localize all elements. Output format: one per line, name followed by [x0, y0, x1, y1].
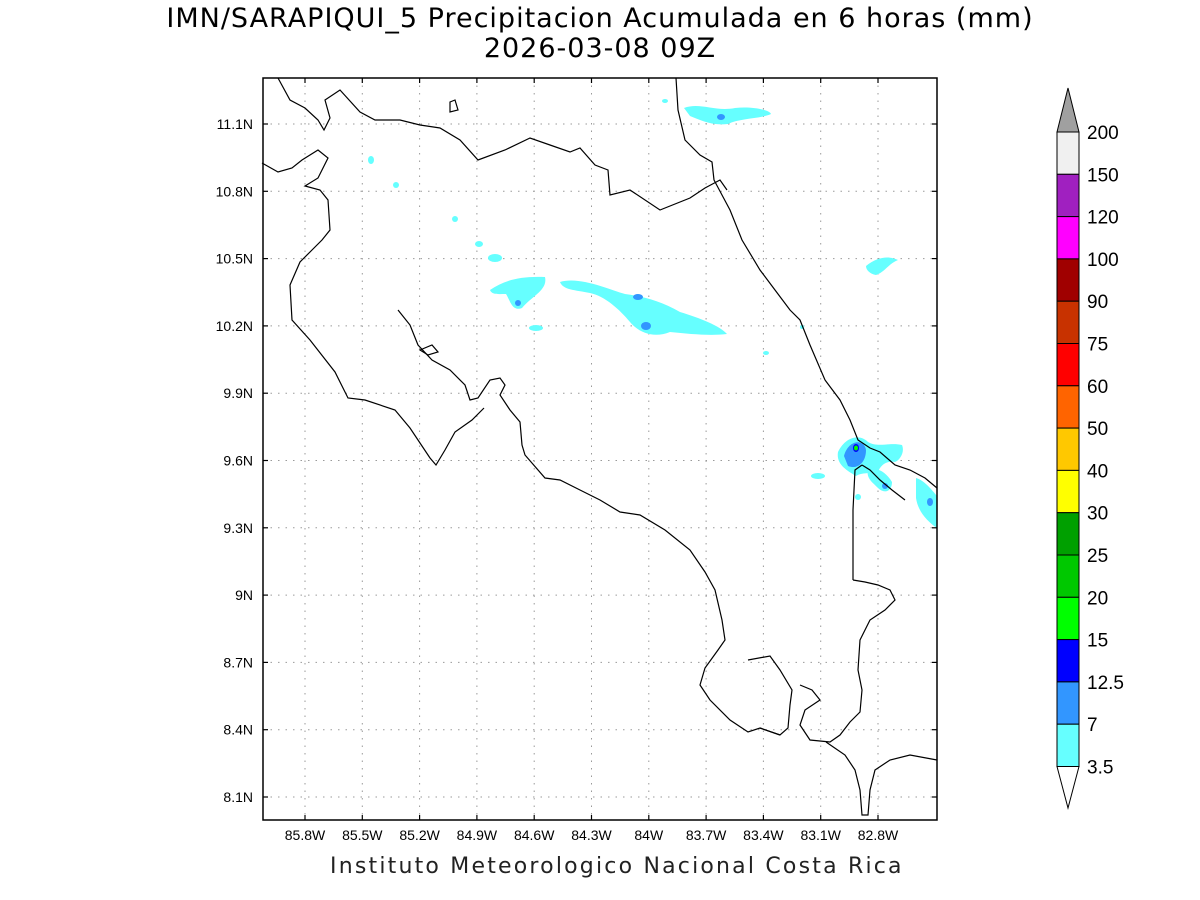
lat-tick-label: 10.2N [216, 318, 253, 334]
colorbar-legend: 200 150 120 100 90 75 60 50 40 30 25 20 15 12.5 7 3.5 [1056, 87, 1124, 810]
colorbar-label: 150 [1087, 165, 1119, 186]
lon-tick-label: 85.5W [342, 827, 383, 843]
colorbar-segment [1056, 723, 1080, 768]
lon-tick-label: 84.3W [571, 827, 612, 843]
lon-tick-label: 85.2W [399, 827, 440, 843]
colorbar-segment [1056, 596, 1080, 641]
colorbar-label: 12.5 [1087, 673, 1124, 694]
colorbar-label: 100 [1087, 250, 1119, 271]
precip-area-northeast [866, 257, 898, 275]
bocas-coast [861, 464, 906, 501]
colorbar-segment [1056, 469, 1080, 514]
lat-tick-label: 10.5N [216, 251, 253, 267]
colorbar-segment [1056, 258, 1080, 302]
colorbar-label: 15 [1087, 631, 1108, 652]
colorbar-top-arrow [1056, 87, 1080, 133]
colorbar-label: 75 [1087, 335, 1108, 356]
lon-tick-label: 85.8W [285, 827, 326, 843]
pacific-coast-north [261, 149, 485, 467]
colorbar-label: 90 [1087, 292, 1108, 313]
colorbar-segment [1056, 385, 1080, 429]
chart-title: IMN/SARAPIQUI_5 Precipitacion Acumulada … [166, 3, 1034, 34]
colorbar-segment [1056, 343, 1080, 387]
colorbar-segment [1056, 681, 1080, 725]
lon-tick-label: 84.6W [514, 827, 555, 843]
osa-peninsula [747, 655, 793, 736]
lat-tick-label: 9.9N [223, 385, 253, 401]
colorbar-segment [1056, 427, 1080, 471]
panama-border [852, 464, 863, 580]
colorbar-label: 60 [1087, 377, 1108, 398]
lat-tick-label: 9N [235, 587, 253, 603]
colorbar-label: 200 [1087, 123, 1119, 144]
precip-area-central-north [368, 156, 804, 355]
coastlines-and-borders [261, 77, 938, 816]
lat-tick-label: 9.3N [223, 520, 253, 536]
colorbar-label: 20 [1087, 588, 1108, 609]
colorbar-segment [1056, 554, 1080, 598]
lon-tick-label: 84.9W [457, 827, 498, 843]
lat-tick-label: 8.4N [223, 722, 253, 738]
colorbar-segment [1056, 639, 1080, 683]
lake-nicaragua-island [449, 99, 459, 113]
lat-tick-label: 8.1N [223, 789, 253, 805]
lon-tick-label: 83.1W [800, 827, 841, 843]
lat-tick-label: 9.6N [223, 453, 253, 469]
colorbar-segment [1056, 300, 1080, 345]
lon-tick-label: 82.8W [858, 827, 899, 843]
map-axes: 11.1N 10.8N 10.5N 10.2N 9.9N 9.6N 9.3N 9N 8.7N 8.… [216, 78, 937, 843]
footer-credit: Instituto Meteorologico Nacional Costa R… [330, 854, 904, 879]
colorbar-label: 120 [1087, 208, 1119, 229]
colorbar-label: 7 [1087, 715, 1098, 736]
burica-coast [825, 741, 938, 816]
nicoya-gulf-island [418, 344, 440, 356]
map-frame [262, 77, 938, 821]
colorbar-label: 25 [1087, 546, 1108, 567]
precip-area-north-coast [662, 99, 771, 125]
colorbar-segment [1056, 216, 1080, 260]
lon-tick-label: 84W [634, 827, 664, 843]
colorbar-label: 30 [1087, 504, 1108, 525]
lat-tick-label: 10.8N [216, 183, 253, 199]
map-plot-area [263, 78, 937, 820]
colorbar-label: 40 [1087, 461, 1108, 482]
nicaragua-border [277, 77, 728, 211]
colorbar-segment [1056, 131, 1080, 175]
colorbar-segment [1056, 512, 1080, 556]
golfo-dulce-coast [799, 579, 896, 743]
colorbar-bottom-arrow [1056, 766, 1080, 810]
colorbar-label: 3.5 [1087, 758, 1113, 779]
caribbean-coast [675, 77, 938, 489]
lon-tick-label: 83.4W [743, 827, 784, 843]
lon-tick-label: 83.7W [686, 827, 727, 843]
colorbar-segment [1056, 173, 1080, 218]
colorbar-label: 50 [1087, 419, 1108, 440]
precip-area-southeast-edge [916, 478, 937, 528]
lat-tick-label: 11.1N [217, 116, 253, 132]
lat-tick-label: 8.7N [223, 654, 253, 670]
pacific-coast-south [397, 309, 781, 736]
chart-subtitle-datetime: 2026-03-08 09Z [483, 33, 717, 64]
